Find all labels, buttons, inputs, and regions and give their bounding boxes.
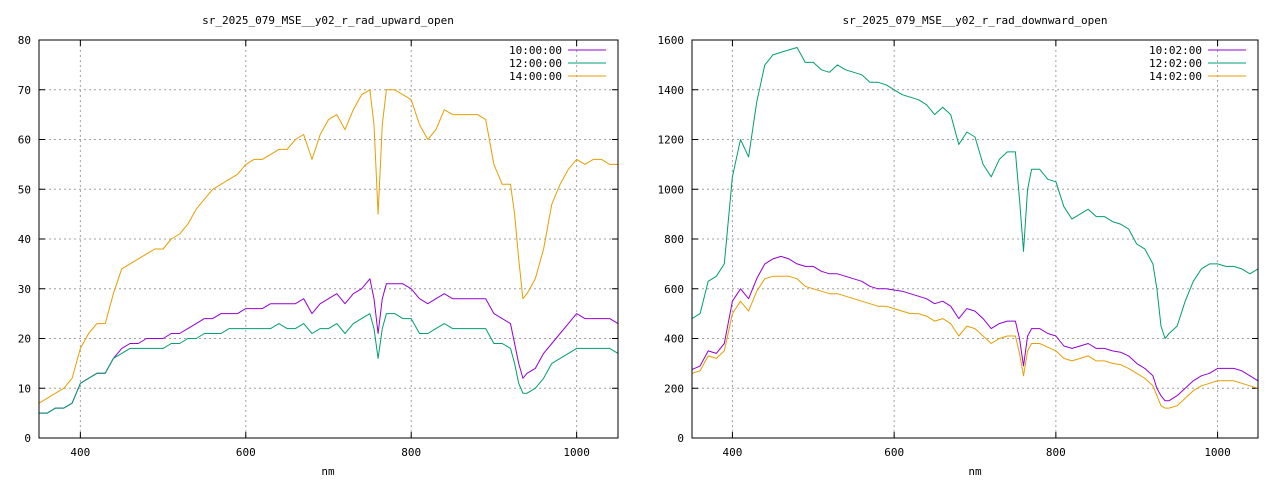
series-line-14-02-00: [691, 275, 1259, 409]
y-tick-label: 80: [18, 34, 31, 47]
y-tick-label: 600: [664, 283, 684, 296]
series-line-12-00-00: [39, 313, 619, 414]
x-axis-label: nm: [321, 465, 335, 478]
y-tick-label: 30: [18, 283, 31, 296]
plot-frame: [38, 39, 619, 439]
y-tick-label: 60: [18, 134, 31, 147]
chart-title: sr_2025_079_MSE__y02_r_rad_upward_open: [202, 14, 454, 27]
series-line-12-02-00: [691, 47, 1259, 339]
x-tick-label: 1000: [563, 446, 590, 459]
y-tick-label: 20: [18, 333, 31, 346]
x-tick-label: 600: [236, 446, 256, 459]
y-tick-label: 800: [664, 233, 684, 246]
y-tick-label: 0: [24, 432, 31, 445]
legend-label: 10:00:00: [509, 44, 562, 57]
x-axis-label: nm: [968, 465, 982, 478]
y-tick-label: 50: [18, 183, 31, 196]
x-tick-label: 800: [1046, 446, 1066, 459]
y-tick-label: 70: [18, 84, 31, 97]
legend-label: 10:02:00: [1149, 44, 1202, 57]
chart-title: sr_2025_079_MSE__y02_r_rad_downward_open: [843, 14, 1108, 27]
y-tick-label: 1600: [658, 34, 685, 47]
y-tick-label: 1400: [658, 84, 685, 97]
y-tick-label: 1200: [658, 134, 685, 147]
series-line-10-00-00: [39, 278, 619, 414]
series-line-10-02-00: [691, 255, 1259, 402]
legend-label: 14:02:00: [1149, 70, 1202, 83]
x-tick-label: 800: [401, 446, 421, 459]
y-tick-label: 1000: [658, 183, 685, 196]
x-tick-label: 1000: [1204, 446, 1231, 459]
y-tick-label: 10: [18, 382, 31, 395]
legend-label: 12:02:00: [1149, 57, 1202, 70]
chart-upward-open: sr_2025_079_MSE__y02_r_rad_upward_open n…: [18, 14, 619, 478]
legend-label: 12:00:00: [509, 57, 562, 70]
y-tick-label: 40: [18, 233, 31, 246]
y-tick-label: 400: [664, 333, 684, 346]
x-tick-label: 600: [884, 446, 904, 459]
y-tick-label: 200: [664, 382, 684, 395]
x-tick-label: 400: [722, 446, 742, 459]
chart-downward-open: sr_2025_079_MSE__y02_r_rad_downward_open…: [658, 14, 1259, 478]
x-tick-label: 400: [70, 446, 90, 459]
y-tick-label: 0: [677, 432, 684, 445]
plot-frame: [691, 39, 1259, 439]
series-line-14-00-00: [38, 89, 618, 404]
legend-label: 14:00:00: [509, 70, 562, 83]
